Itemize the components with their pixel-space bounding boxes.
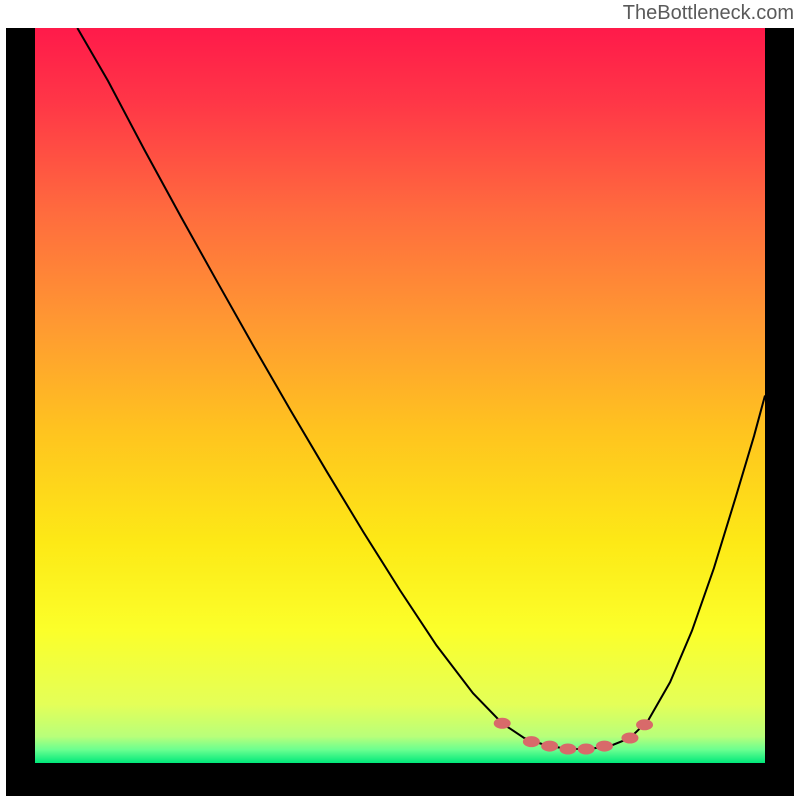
curve-marker [494,718,510,728]
curve-marker [578,744,594,754]
curve-marker [637,720,653,730]
curve-marker [523,737,539,747]
chart-container: TheBottleneck.com [0,0,800,800]
curve-marker [560,744,576,754]
curve-marker [596,741,612,751]
curve-markers [35,28,765,763]
watermark-text: TheBottleneck.com [623,2,794,25]
chart-frame [6,28,794,796]
curve-marker [622,733,638,743]
curve-marker [542,741,558,751]
